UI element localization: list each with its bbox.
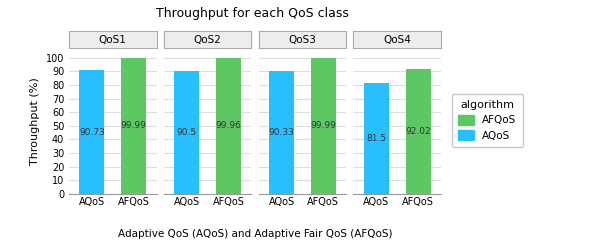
Bar bbox=[174, 71, 199, 194]
Text: QoS4: QoS4 bbox=[383, 35, 411, 45]
Legend: AFQoS, AQoS: AFQoS, AQoS bbox=[452, 94, 523, 147]
Bar bbox=[364, 83, 389, 194]
Text: QoS2: QoS2 bbox=[194, 35, 221, 45]
Text: 99.99: 99.99 bbox=[121, 121, 146, 130]
Text: Adaptive QoS (AQoS) and Adaptive Fair QoS (AFQoS): Adaptive QoS (AQoS) and Adaptive Fair Qo… bbox=[118, 229, 392, 239]
Text: 92.02: 92.02 bbox=[405, 127, 431, 136]
Text: 99.99: 99.99 bbox=[310, 121, 336, 130]
Bar bbox=[216, 58, 241, 194]
Text: QoS1: QoS1 bbox=[99, 35, 127, 45]
Text: Throughput for each QoS class: Throughput for each QoS class bbox=[155, 7, 349, 20]
Text: 90.5: 90.5 bbox=[176, 128, 197, 137]
Bar bbox=[121, 58, 146, 194]
Text: QoS3: QoS3 bbox=[289, 35, 316, 45]
Text: 81.5: 81.5 bbox=[366, 134, 386, 143]
Bar bbox=[269, 71, 294, 194]
Bar bbox=[406, 69, 431, 194]
Y-axis label: Throughput (%): Throughput (%) bbox=[30, 77, 40, 165]
Text: 90.33: 90.33 bbox=[269, 128, 295, 137]
Text: 99.96: 99.96 bbox=[215, 121, 241, 130]
Text: 90.73: 90.73 bbox=[79, 128, 105, 137]
Bar bbox=[311, 58, 336, 194]
Bar bbox=[79, 70, 104, 194]
